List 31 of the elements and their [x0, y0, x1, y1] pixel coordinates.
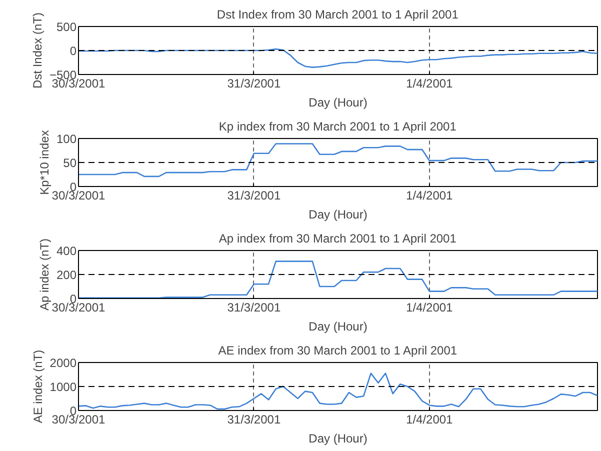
chart-title: Ap index from 30 March 2001 to 1 April 2001 — [218, 232, 457, 246]
x-tick-label: 31/3/2001 — [227, 188, 281, 202]
line-series — [78, 143, 598, 178]
y-tick-label: 0 — [70, 44, 77, 58]
y-axis-title: AE index (nT) — [30, 350, 45, 424]
x-axis-title: Day (Hour) — [308, 432, 368, 446]
y-tick-label: 100 — [56, 132, 77, 146]
y-axis-title: Kp*10 index — [37, 130, 52, 195]
y-tick-label: 50 — [63, 156, 77, 170]
x-tick-label: 1/4/2001 — [406, 188, 454, 202]
chart-title: AE index from 30 March 2001 to 1 April 2001 — [218, 344, 458, 358]
chart-title: Dst Index from 30 March 2001 to 1 April 2001 — [216, 8, 459, 22]
y-tick-label: 200 — [56, 268, 77, 282]
y-tick-label: 2000 — [50, 356, 77, 370]
y-axis-title: Dst Index (nT) — [30, 12, 44, 89]
y-tick-label: 400 — [56, 244, 77, 258]
x-tick-label: 1/4/2001 — [406, 76, 454, 90]
y-axis-title: Ap index (nT) — [37, 238, 52, 311]
x-tick-label: 31/3/2001 — [227, 300, 281, 314]
line-series — [78, 260, 598, 298]
x-tick-label: 1/4/2001 — [406, 300, 454, 314]
y-tick-label: 1000 — [50, 380, 77, 394]
y-tick-label: 500 — [56, 20, 77, 34]
x-tick-label: 1/4/2001 — [406, 412, 454, 426]
line-series — [78, 48, 598, 68]
x-axis-title: Day (Hour) — [308, 208, 368, 222]
x-tick-label: 31/3/2001 — [227, 412, 281, 426]
x-tick-label: 31/3/2001 — [227, 76, 281, 90]
x-axis-title: Day (Hour) — [308, 96, 368, 110]
chart-title: Kp index from 30 March 2001 to 1 April 2001 — [218, 120, 457, 134]
x-axis-title: Day (Hour) — [308, 320, 368, 334]
